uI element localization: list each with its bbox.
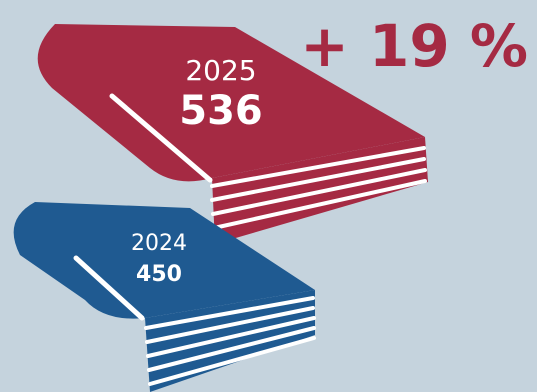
book-2025-page-line: [211, 168, 427, 216]
book-2025-page-lines: [210, 146, 427, 230]
book-2024-page-line: [147, 326, 316, 372]
book-2024-page-lines: [144, 296, 316, 386]
book-2024-year-label: 2024: [131, 231, 187, 256]
book-2025-page-line: [210, 146, 426, 188]
book-2025-value-label: 536: [179, 88, 263, 134]
book-2024-page-line: [148, 336, 316, 386]
book-2025-page-line: [210, 157, 426, 202]
book-2024-page-line: [144, 296, 315, 330]
book-2024: 2024 450: [13, 202, 316, 392]
book-2024-value-label: 450: [136, 262, 182, 287]
book-2025-page-line: [212, 179, 427, 230]
book-2025-cover: [37, 24, 425, 182]
book-2024-spine-line: [73, 255, 145, 321]
book-2025-spine-line: [109, 93, 213, 183]
book-2024-cover: [13, 202, 315, 319]
change-annotation: + 19 %: [300, 12, 528, 80]
book-2024-page-line: [146, 316, 316, 358]
book-2025-year-label: 2025: [185, 54, 256, 87]
book-2024-page-line: [145, 306, 315, 344]
book-2025: 2025 536: [37, 24, 428, 244]
